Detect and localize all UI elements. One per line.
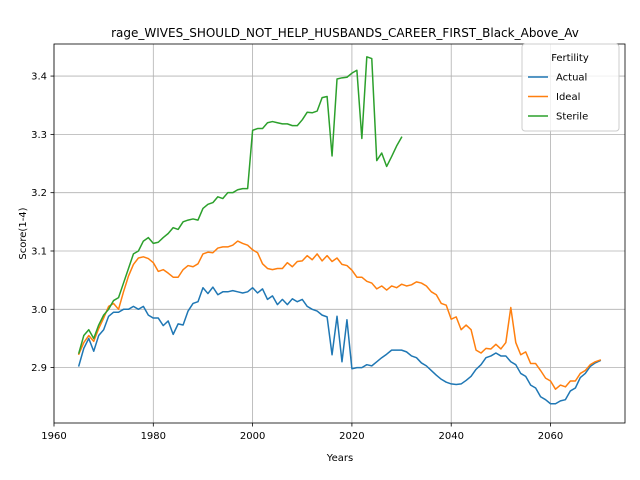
- legend-frame: [521, 43, 620, 132]
- x-tick-label: 2000: [240, 431, 265, 442]
- series-layer: [77, 56, 602, 405]
- x-tick-label: 1960: [41, 431, 66, 442]
- legend-label-sterile: Sterile: [556, 112, 588, 123]
- y-tick-label: 3.1: [31, 246, 47, 257]
- y-tick-label: 3.2: [31, 188, 47, 199]
- x-tick-label: 2060: [538, 431, 563, 442]
- y-tick-label: 3.0: [31, 305, 47, 316]
- plot-frame: [53, 43, 626, 424]
- y-tick-label: 2.9: [31, 363, 47, 374]
- series-line-actual: [77, 286, 602, 405]
- legend-label-ideal: Ideal: [556, 92, 580, 103]
- x-tick-label: 1980: [141, 431, 166, 442]
- legend-items: Actual Ideal Sterile: [528, 73, 588, 123]
- x-tick-label: 2040: [438, 431, 463, 442]
- y-tick-label: 3.4: [31, 72, 47, 83]
- legend-label-actual: Actual: [556, 73, 587, 84]
- legend-title: Fertility: [551, 53, 589, 64]
- series-line-ideal: [77, 240, 602, 390]
- x-axis-label: Years: [326, 453, 353, 464]
- y-axis-label: Score(1-4): [18, 207, 29, 259]
- x-tick-label: 2020: [339, 431, 364, 442]
- legend: Fertility Actual Ideal Sterile: [521, 43, 620, 132]
- chart-title: rage_WIVES_SHOULD_NOT_HELP_HUSBANDS_CARE…: [111, 26, 579, 40]
- series-line-sterile: [77, 56, 403, 354]
- y-tick-label: 3.3: [31, 130, 47, 141]
- x-axis: 1960 1980 2000 2020 2040 2060: [41, 423, 563, 442]
- y-axis: 2.9 3.0 3.1 3.2 3.3 3.4: [31, 72, 54, 374]
